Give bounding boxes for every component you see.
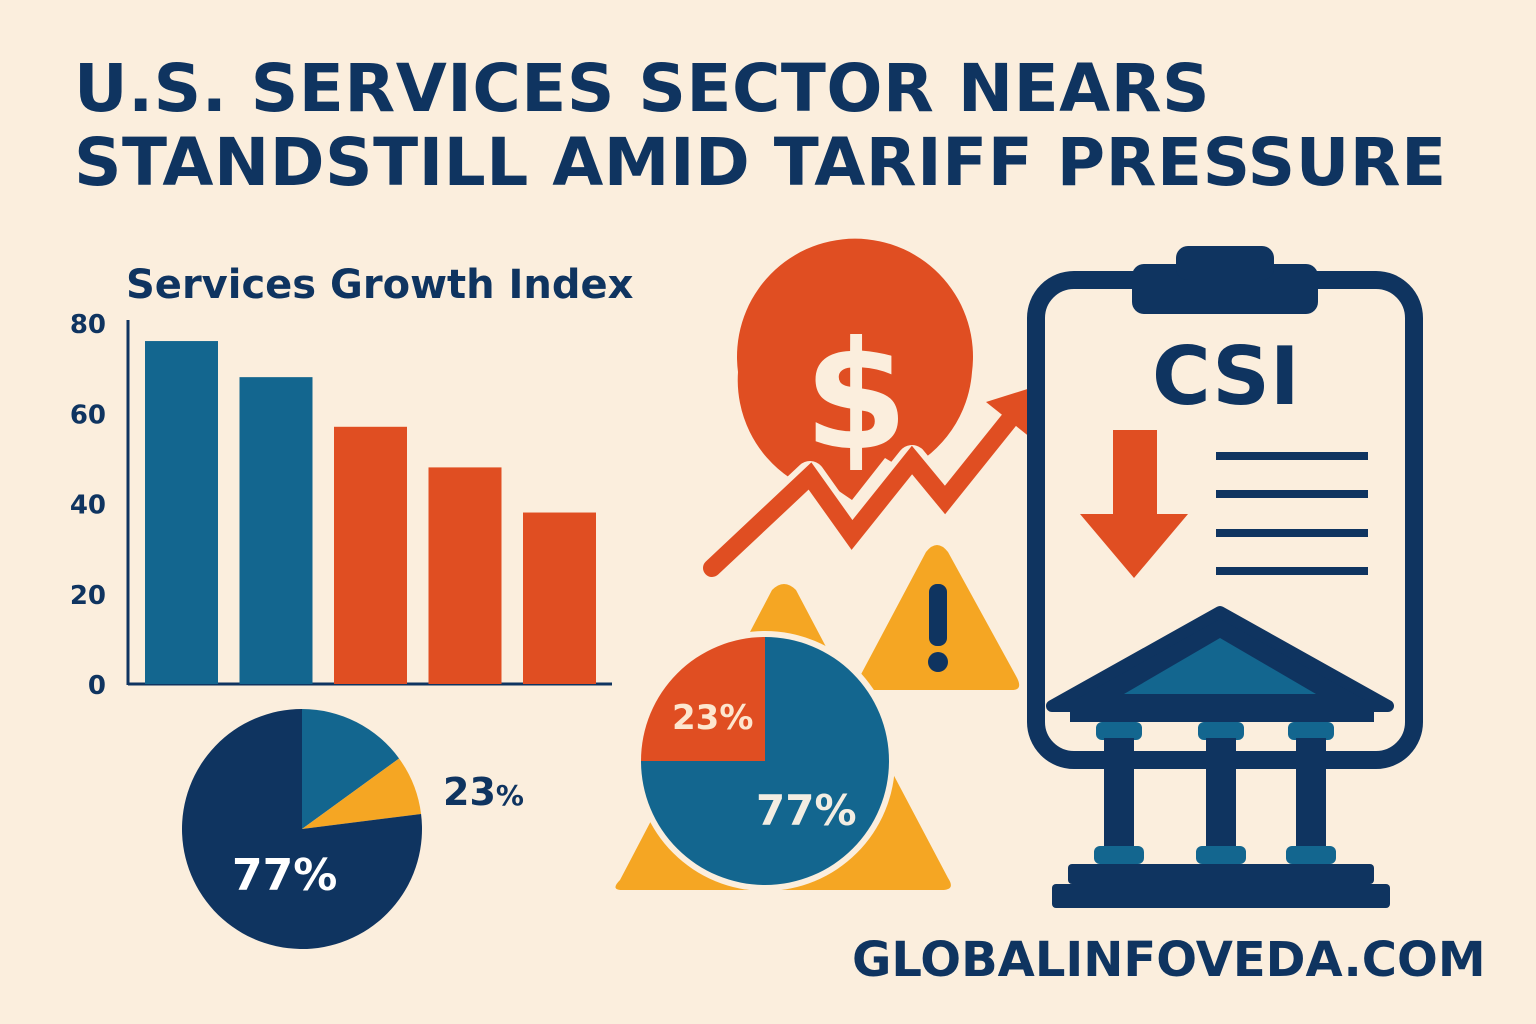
pie-slice bbox=[182, 709, 422, 950]
bars bbox=[145, 341, 596, 684]
exclamation-dot bbox=[928, 652, 948, 672]
bank-pediment bbox=[1124, 638, 1316, 694]
headline-line-2: STANDSTILL AMID TARIFF PRESSURE bbox=[74, 123, 1447, 201]
bar bbox=[334, 426, 407, 684]
bank-step-upper bbox=[1068, 864, 1374, 884]
y-tick-label: 20 bbox=[70, 581, 106, 611]
coin-shape bbox=[737, 238, 973, 500]
dollar-sign: $ bbox=[804, 310, 908, 484]
pie-middle-label-77: 77% bbox=[756, 786, 857, 835]
pie-slice bbox=[302, 758, 422, 829]
column-shaft bbox=[1104, 738, 1134, 848]
y-tick-label: 80 bbox=[70, 310, 106, 340]
bank-columns bbox=[1094, 722, 1336, 864]
column-base bbox=[1196, 846, 1246, 864]
document-lines bbox=[1216, 452, 1368, 575]
y-tick-labels: 0 20 40 60 80 bbox=[70, 310, 106, 701]
bank-entablature bbox=[1070, 706, 1374, 722]
arrow-line bbox=[703, 395, 1031, 577]
bar bbox=[145, 341, 218, 684]
document-line bbox=[1216, 452, 1368, 460]
pie-left-outside-pct: % bbox=[495, 779, 524, 812]
bar-chart: 0 20 40 60 80 bbox=[70, 310, 612, 701]
bar bbox=[239, 377, 313, 684]
pie-slice bbox=[302, 709, 400, 829]
exclamation-bar bbox=[929, 584, 947, 646]
brand-website: GLOBALINFOVEDA.COM bbox=[852, 932, 1486, 988]
pie-left-inside-label: 77% bbox=[232, 850, 338, 901]
document-line bbox=[1216, 490, 1368, 498]
headline: U.S. SERVICES SECTOR NEARS STANDSTILL AM… bbox=[74, 52, 1447, 200]
column-shaft bbox=[1296, 738, 1326, 848]
pie-middle-label-23: 23% bbox=[672, 698, 754, 738]
bar-chart-title: Services Growth Index bbox=[126, 262, 634, 308]
column-base bbox=[1094, 846, 1144, 864]
share-pie-chart-left bbox=[182, 709, 422, 950]
y-tick-label: 60 bbox=[70, 400, 106, 430]
dollar-coin-icon: $ bbox=[737, 238, 973, 500]
column-shaft bbox=[1206, 738, 1236, 848]
share-pie-chart-middle bbox=[635, 631, 895, 891]
clipboard-clip bbox=[1132, 264, 1318, 314]
pie-left-outside-label: 23% bbox=[443, 770, 524, 814]
csi-label: CSI bbox=[1152, 330, 1300, 423]
down-arrow-head bbox=[1080, 514, 1188, 578]
column-capital bbox=[1288, 722, 1334, 740]
pie-slice bbox=[641, 637, 765, 761]
down-arrow-icon bbox=[1080, 430, 1188, 578]
pie-left-outside-value: 23 bbox=[443, 770, 496, 814]
bar bbox=[428, 467, 502, 684]
bar bbox=[523, 512, 596, 684]
y-tick-label: 0 bbox=[88, 671, 106, 701]
down-arrow-shaft bbox=[1113, 430, 1157, 520]
clipboard-clip-top bbox=[1176, 246, 1274, 280]
bank-building-icon bbox=[1046, 606, 1394, 908]
column-capital bbox=[1198, 722, 1244, 740]
column-capital bbox=[1096, 722, 1142, 740]
document-line bbox=[1216, 529, 1368, 537]
document-line bbox=[1216, 567, 1368, 575]
headline-line-1: U.S. SERVICES SECTOR NEARS bbox=[74, 50, 1211, 127]
bank-step-lower bbox=[1052, 884, 1390, 908]
pie-slice bbox=[641, 637, 889, 885]
y-tick-label: 40 bbox=[70, 491, 106, 521]
column-base bbox=[1286, 846, 1336, 864]
